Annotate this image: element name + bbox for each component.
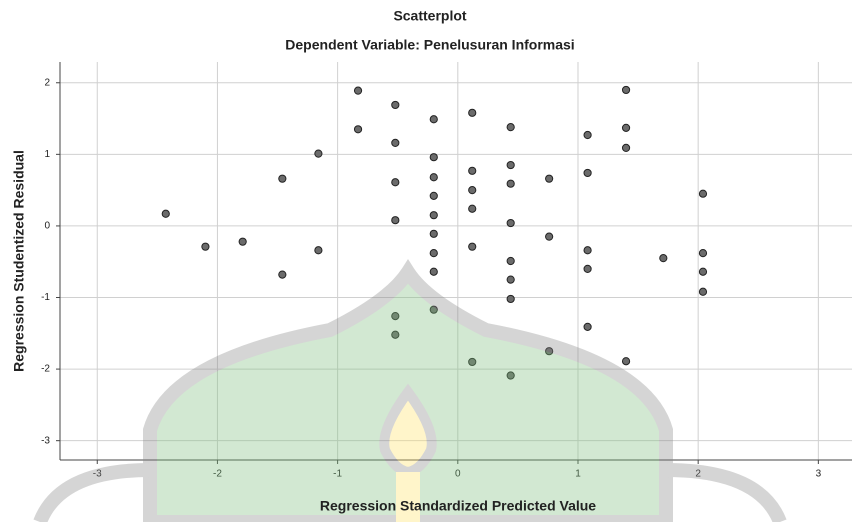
y-tick-label: -1: [41, 292, 50, 303]
point: [507, 161, 514, 168]
y-tick-label: -2: [41, 364, 50, 375]
point: [469, 243, 476, 250]
point: [430, 174, 437, 181]
point: [584, 265, 591, 272]
y-tick-label: 2: [44, 77, 50, 88]
y-tick-label: -3: [41, 435, 50, 446]
point: [699, 250, 706, 257]
point: [392, 179, 399, 186]
point: [622, 358, 629, 365]
point: [392, 101, 399, 108]
point: [584, 131, 591, 138]
chart-subtitle: Dependent Variable: Penelusuran Informas…: [285, 37, 574, 53]
point: [660, 255, 667, 262]
point: [622, 86, 629, 93]
point: [315, 247, 322, 254]
x-axis-title: Regression Standardized Predicted Value: [320, 498, 596, 514]
point: [469, 167, 476, 174]
point: [507, 180, 514, 187]
point: [507, 257, 514, 264]
point: [430, 212, 437, 219]
point: [162, 210, 169, 217]
point: [584, 323, 591, 330]
point: [354, 126, 361, 133]
point: [430, 268, 437, 275]
point: [622, 144, 629, 151]
point: [584, 247, 591, 254]
chart: -3-2-10123-3-2-1012 Scatterplot Dependen…: [0, 0, 854, 522]
point: [392, 139, 399, 146]
point: [430, 116, 437, 123]
point: [699, 190, 706, 197]
y-tick-label: 1: [44, 149, 50, 160]
point: [699, 268, 706, 275]
point: [430, 230, 437, 237]
point: [546, 175, 553, 182]
point: [507, 276, 514, 283]
x-tick-label: 3: [816, 469, 822, 480]
point: [507, 295, 514, 302]
point: [354, 87, 361, 94]
point: [507, 219, 514, 226]
chart-title: Scatterplot: [393, 8, 466, 24]
point: [507, 124, 514, 131]
point: [430, 250, 437, 257]
point: [430, 192, 437, 199]
point: [469, 187, 476, 194]
point: [202, 243, 209, 250]
y-axis-title: Regression Studentized Residual: [11, 150, 27, 372]
y-tick-label: 0: [44, 221, 50, 232]
point: [279, 271, 286, 278]
point: [546, 233, 553, 240]
point: [584, 169, 591, 176]
point: [622, 124, 629, 131]
point: [239, 238, 246, 245]
point: [699, 288, 706, 295]
point: [315, 150, 322, 157]
point: [469, 205, 476, 212]
point: [469, 109, 476, 116]
point: [430, 154, 437, 161]
point: [392, 217, 399, 224]
point: [279, 175, 286, 182]
